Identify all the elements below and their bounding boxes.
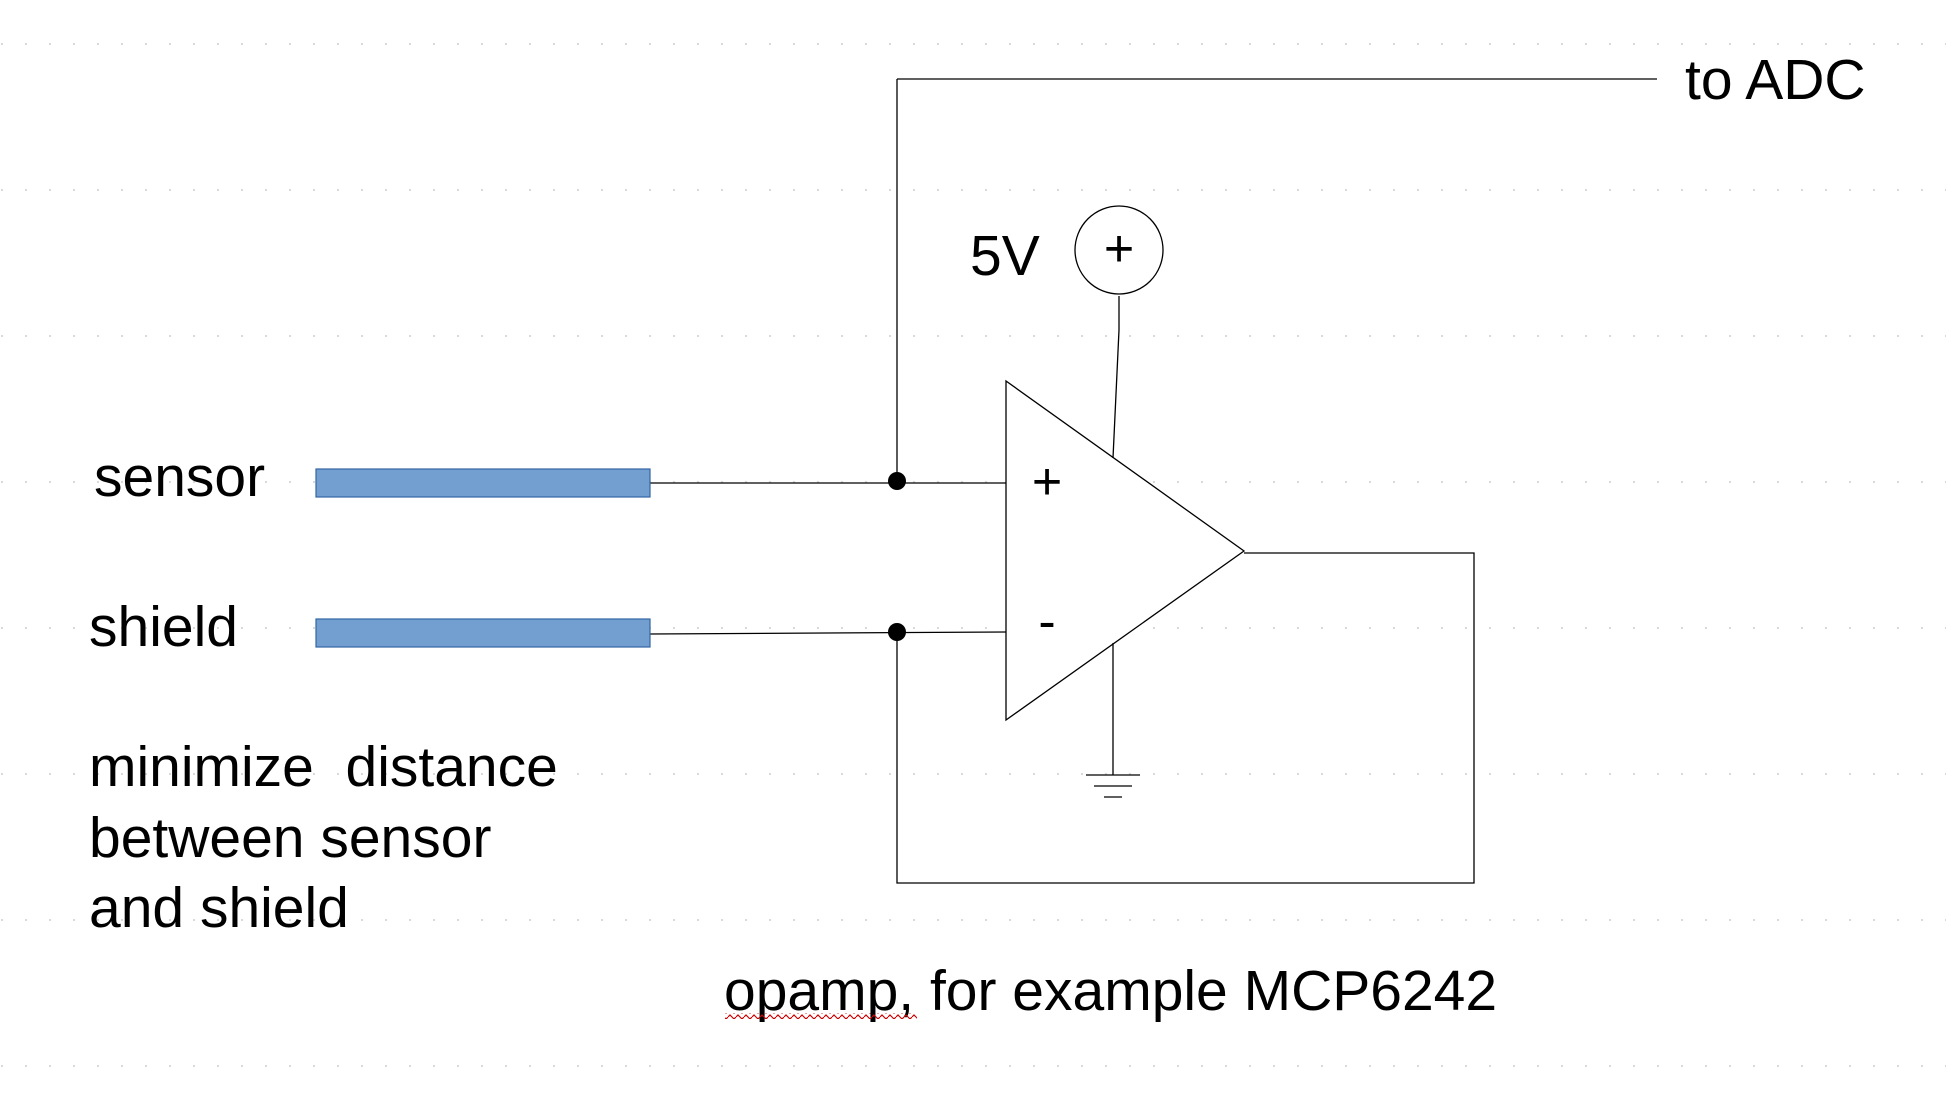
shield-electrode <box>315 618 651 648</box>
shield-label: shield <box>89 595 238 659</box>
opamp-caption: opamp, for example MCP6242 <box>724 959 1497 1023</box>
note-line-1: minimize distance <box>89 735 558 799</box>
supply-source-circle <box>1074 205 1164 295</box>
opamp-minus-input-label: - <box>1038 593 1055 651</box>
supply-plus-symbol: + <box>1104 220 1134 278</box>
to-adc-label: to ADC <box>1685 48 1866 112</box>
supply-voltage-label: 5V <box>970 224 1040 288</box>
opamp-plus-input-label: + <box>1032 453 1062 511</box>
shield-wire <box>649 631 1007 635</box>
opamp-triangle <box>1005 379 1246 722</box>
note-line-2: between sensor <box>89 806 491 870</box>
spellcheck-underline <box>725 1013 917 1019</box>
ground-icon <box>1086 643 1140 798</box>
sensor-label: sensor <box>94 445 265 509</box>
adc-output-wire <box>896 78 1657 481</box>
input-wires <box>649 482 1007 635</box>
shield-junction-dot <box>888 623 906 641</box>
sensor-electrode <box>315 468 651 498</box>
supply-wire <box>1112 296 1120 459</box>
note-line-3: and shield <box>89 876 349 940</box>
feedback-wire <box>896 552 1475 884</box>
sensor-junction-dot <box>888 472 906 490</box>
